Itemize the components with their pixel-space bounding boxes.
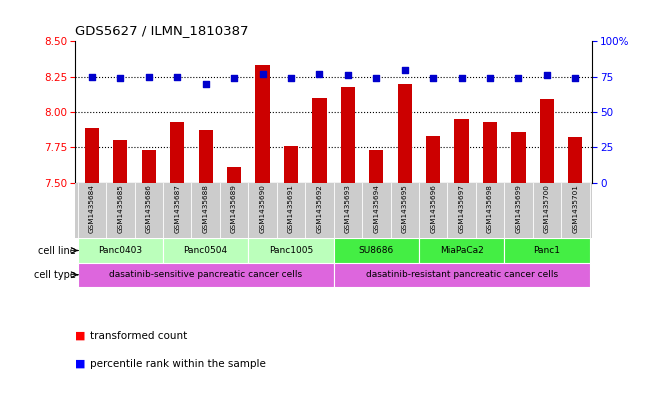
Text: Panc1005: Panc1005 (269, 246, 313, 255)
Bar (142, 150, 156, 183)
Text: GSM1435693: GSM1435693 (345, 184, 351, 233)
Bar (333, 239, 419, 263)
Bar (248, 239, 333, 263)
Point (314, 71, 325, 77)
Point (371, 75, 381, 81)
Bar (113, 140, 128, 183)
Point (485, 75, 495, 81)
Text: GSM1435684: GSM1435684 (89, 184, 95, 233)
Bar (333, 263, 590, 287)
Point (456, 75, 467, 81)
Bar (454, 119, 469, 183)
Bar (312, 98, 327, 183)
Point (286, 75, 296, 81)
Text: GSM1435686: GSM1435686 (146, 184, 152, 233)
Bar (227, 167, 242, 183)
Bar (199, 130, 213, 183)
Bar (483, 122, 497, 183)
Text: GSM1435692: GSM1435692 (316, 184, 322, 233)
Bar (540, 99, 554, 183)
Text: Panc0403: Panc0403 (98, 246, 143, 255)
Text: GDS5627 / ILMN_1810387: GDS5627 / ILMN_1810387 (75, 24, 249, 37)
Bar (340, 86, 355, 183)
Point (570, 75, 581, 81)
Bar (419, 239, 505, 263)
Point (257, 71, 268, 77)
Point (229, 75, 240, 81)
Text: GSM1435685: GSM1435685 (117, 184, 123, 233)
Text: ■: ■ (75, 358, 89, 369)
Text: GSM1435688: GSM1435688 (202, 184, 209, 233)
Point (428, 75, 438, 81)
Bar (85, 128, 99, 183)
Text: GSM1435689: GSM1435689 (231, 184, 237, 233)
Point (542, 72, 552, 78)
Point (201, 81, 211, 87)
Text: GSM1435700: GSM1435700 (544, 184, 550, 233)
Text: GSM1435690: GSM1435690 (260, 184, 266, 233)
Text: ■: ■ (75, 331, 89, 341)
Text: Panc1: Panc1 (533, 246, 561, 255)
Bar (568, 138, 583, 183)
Point (115, 75, 126, 81)
Point (144, 73, 154, 80)
Text: GSM1435697: GSM1435697 (458, 184, 465, 233)
Text: GSM1435694: GSM1435694 (373, 184, 380, 233)
Point (172, 73, 182, 80)
Text: SU8686: SU8686 (359, 246, 394, 255)
Bar (512, 132, 525, 183)
Text: GSM1435691: GSM1435691 (288, 184, 294, 233)
Text: percentile rank within the sample: percentile rank within the sample (90, 358, 266, 369)
Bar (505, 239, 590, 263)
Point (513, 75, 523, 81)
Text: GSM1435695: GSM1435695 (402, 184, 408, 233)
Text: cell type: cell type (34, 270, 76, 280)
Bar (369, 150, 383, 183)
Bar (426, 136, 440, 183)
Text: GSM1435696: GSM1435696 (430, 184, 436, 233)
Text: GSM1435687: GSM1435687 (174, 184, 180, 233)
Text: GSM1435699: GSM1435699 (516, 184, 521, 233)
Text: GSM1435698: GSM1435698 (487, 184, 493, 233)
Text: dasatinib-sensitive pancreatic cancer cells: dasatinib-sensitive pancreatic cancer ce… (109, 270, 302, 279)
Text: Panc0504: Panc0504 (184, 246, 228, 255)
Point (87, 73, 97, 80)
Point (342, 72, 353, 78)
Bar (398, 84, 412, 183)
Point (400, 66, 410, 73)
Bar (170, 122, 184, 183)
Bar (77, 263, 333, 287)
Text: transformed count: transformed count (90, 331, 187, 341)
Text: dasatinib-resistant pancreatic cancer cells: dasatinib-resistant pancreatic cancer ce… (366, 270, 558, 279)
Bar (255, 65, 270, 183)
Text: cell line: cell line (38, 246, 76, 255)
Bar (77, 239, 163, 263)
Text: MiaPaCa2: MiaPaCa2 (439, 246, 484, 255)
Text: GSM1435701: GSM1435701 (572, 184, 578, 233)
Bar (163, 239, 248, 263)
Bar (284, 146, 298, 183)
